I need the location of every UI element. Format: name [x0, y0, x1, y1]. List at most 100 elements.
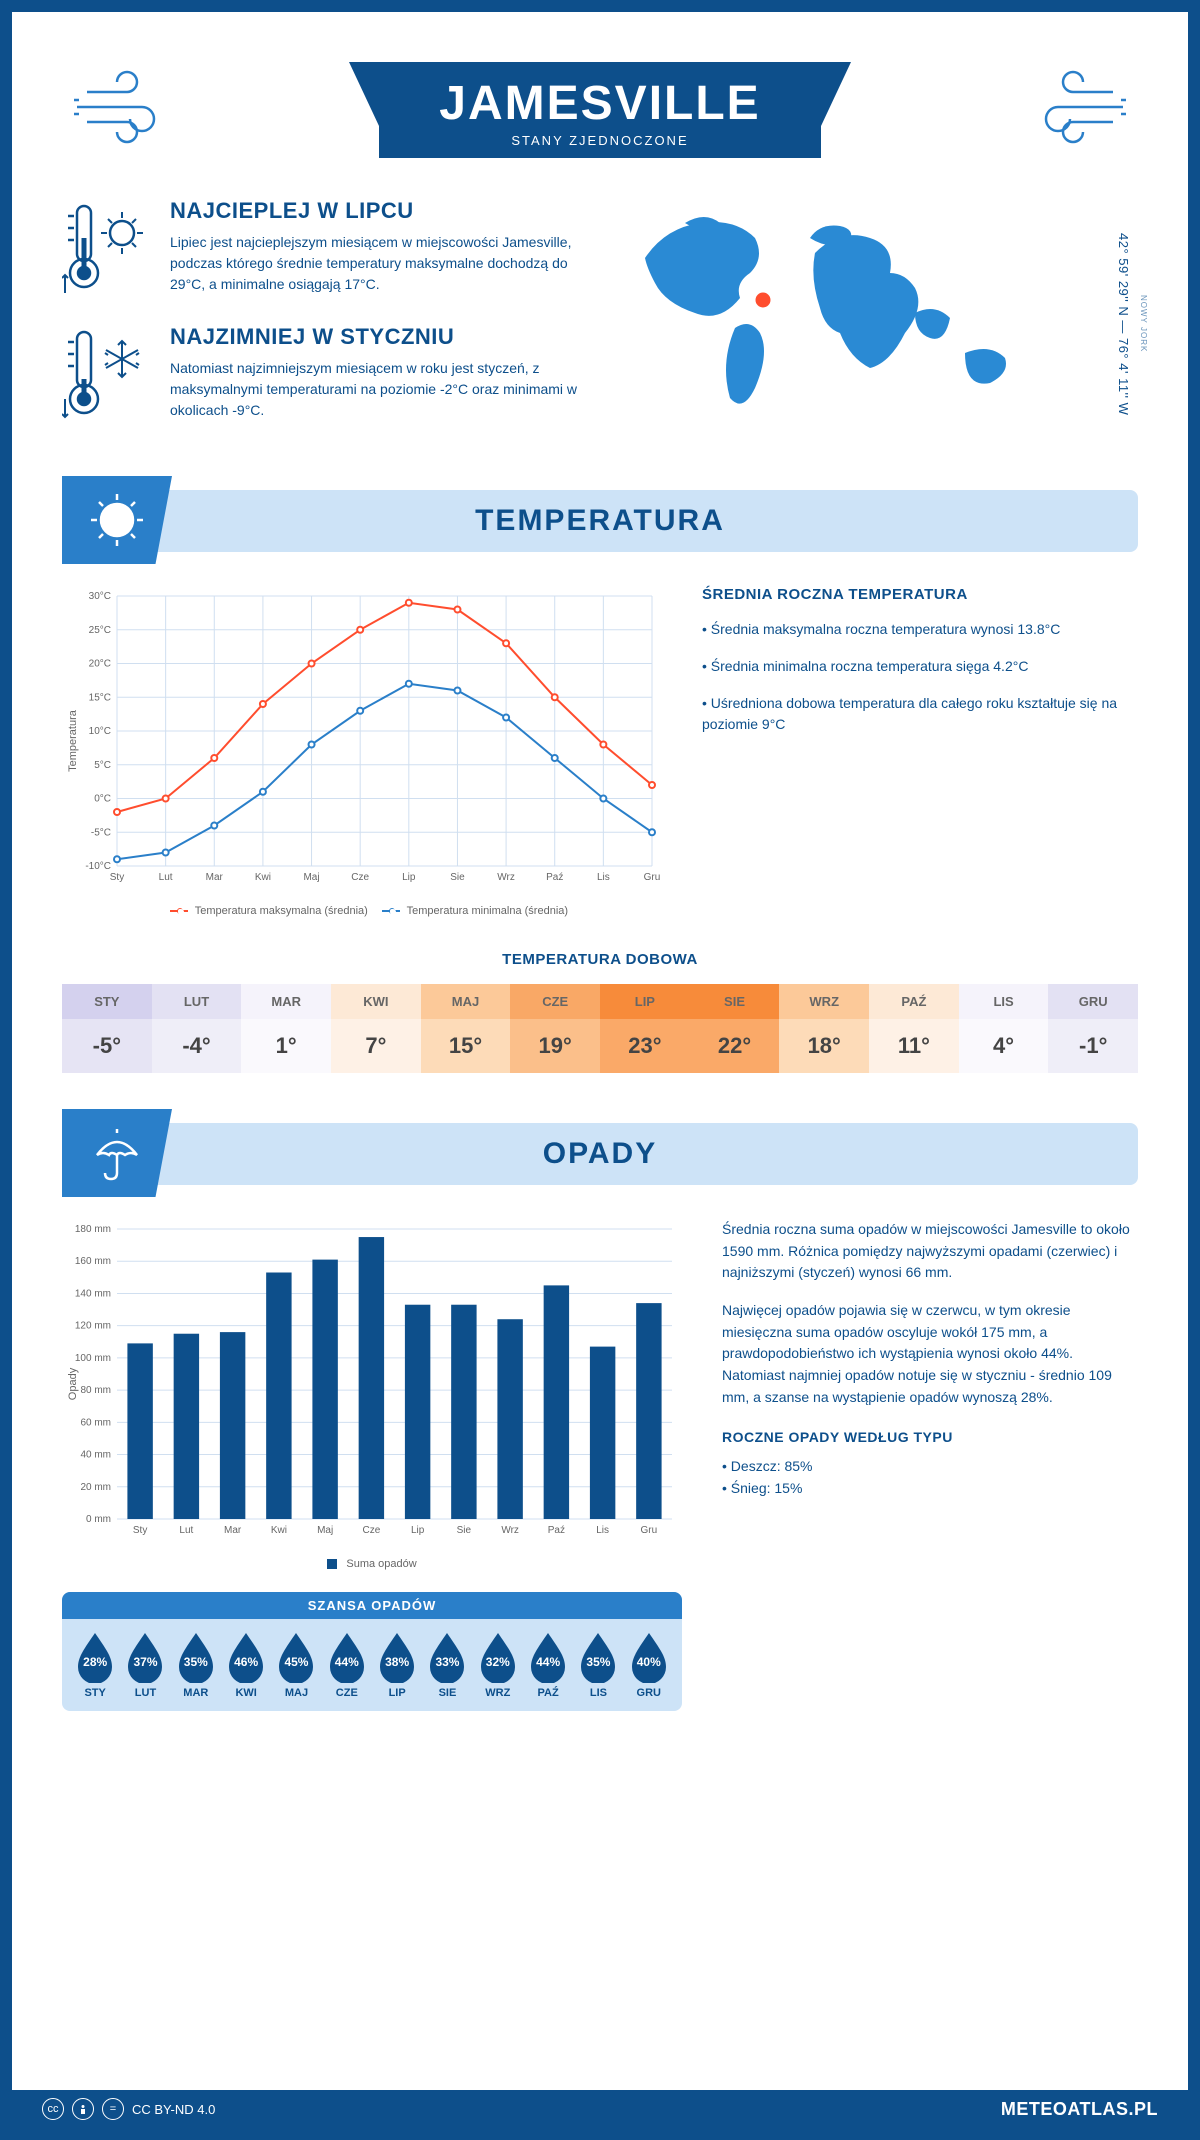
svg-text:180 mm: 180 mm: [75, 1224, 111, 1235]
coordinates: NOWY JORK 42° 59' 29'' N — 76° 4' 11'' W: [1116, 208, 1148, 440]
chance-drops: 28%STY37%LUT35%MAR46%KWI45%MAJ44%CZE38%L…: [62, 1619, 682, 1701]
thermometer-cold-icon: [62, 324, 152, 424]
svg-text:Lip: Lip: [411, 1525, 425, 1536]
footer-brand: METEOATLAS.PL: [1001, 2099, 1158, 2120]
chance-drop: 35%LIS: [573, 1631, 623, 1699]
fact-hottest: NAJCIEPLEJ W LIPCU Lipiec jest najcieple…: [62, 198, 585, 298]
footer: cc = CC BY-ND 4.0 METEOATLAS.PL: [12, 2090, 1188, 2128]
section-precip-title: OPADY: [62, 1137, 1138, 1171]
daily-temp-title: TEMPERATURA DOBOWA: [62, 951, 1138, 968]
svg-text:0°C: 0°C: [94, 794, 111, 805]
svg-text:5°C: 5°C: [94, 760, 111, 771]
daily-cell: MAJ15°: [421, 984, 511, 1073]
chance-drop: 28%STY: [70, 1631, 120, 1699]
svg-text:Kwi: Kwi: [255, 872, 271, 883]
daily-cell: KWI7°: [331, 984, 421, 1073]
fact-hot-title: NAJCIEPLEJ W LIPCU: [170, 198, 585, 224]
svg-text:Lip: Lip: [402, 872, 416, 883]
svg-text:Sty: Sty: [133, 1525, 147, 1536]
svg-text:Maj: Maj: [303, 872, 319, 883]
nd-icon: =: [102, 2098, 124, 2120]
svg-text:Lis: Lis: [596, 1525, 609, 1536]
svg-text:Gru: Gru: [641, 1525, 658, 1536]
daily-cell: LIS4°: [959, 984, 1049, 1073]
precip-type-snow: Śnieg: 15%: [722, 1478, 1138, 1500]
sun-icon: [62, 476, 172, 564]
chance-drop: 45%MAJ: [271, 1631, 321, 1699]
precip-p1: Średnia roczna suma opadów w miejscowośc…: [722, 1219, 1138, 1284]
country-subtitle: STANY ZJEDNOCZONE: [439, 133, 760, 148]
section-temperature-title: TEMPERATURA: [62, 504, 1138, 538]
title-banner: JAMESVILLE STANY ZJEDNOCZONE: [379, 62, 820, 158]
world-map: NOWY JORK 42° 59' 29'' N — 76° 4' 11'' W: [615, 198, 1138, 450]
svg-text:Temperatura: Temperatura: [67, 709, 79, 772]
precipitation-chart: 0 mm20 mm40 mm60 mm80 mm100 mm120 mm140 …: [62, 1219, 682, 1570]
svg-text:60 mm: 60 mm: [80, 1417, 111, 1428]
chance-title: SZANSA OPADÓW: [62, 1592, 682, 1619]
precip-p2: Najwięcej opadów pojawia się w czerwcu, …: [722, 1300, 1138, 1408]
region-label: NOWY JORK: [1139, 295, 1148, 352]
svg-text:Lis: Lis: [597, 872, 610, 883]
svg-text:-5°C: -5°C: [91, 827, 111, 838]
daily-cell: GRU-1°: [1048, 984, 1138, 1073]
svg-text:Opady: Opady: [67, 1367, 79, 1400]
daily-cell: MAR1°: [241, 984, 331, 1073]
svg-text:Mar: Mar: [224, 1525, 242, 1536]
svg-text:40 mm: 40 mm: [80, 1450, 111, 1461]
svg-text:Wrz: Wrz: [497, 872, 515, 883]
daily-cell: WRZ18°: [779, 984, 869, 1073]
precip-legend-label: Suma opadów: [346, 1558, 416, 1570]
precip-type-title: ROCZNE OPADY WEDŁUG TYPU: [722, 1427, 1138, 1449]
precip-type-rain: Deszcz: 85%: [722, 1456, 1138, 1478]
fact-cold-title: NAJZIMNIEJ W STYCZNIU: [170, 324, 585, 350]
precip-legend: Suma opadów: [62, 1558, 682, 1570]
svg-text:10°C: 10°C: [89, 726, 111, 737]
wind-icon: [1008, 62, 1128, 152]
fact-coldest: NAJZIMNIEJ W STYCZNIU Natomiast najzimni…: [62, 324, 585, 424]
temperature-legend: Temperatura maksymalna (średnia) Tempera…: [62, 905, 662, 917]
chance-drop: 32%WRZ: [473, 1631, 523, 1699]
daily-cell: STY-5°: [62, 984, 152, 1073]
section-precip-header: OPADY: [62, 1123, 1138, 1185]
svg-text:Lut: Lut: [159, 872, 173, 883]
daily-cell: LIP23°: [600, 984, 690, 1073]
svg-text:Cze: Cze: [351, 872, 369, 883]
svg-text:120 mm: 120 mm: [75, 1321, 111, 1332]
svg-text:100 mm: 100 mm: [75, 1353, 111, 1364]
svg-text:20°C: 20°C: [89, 659, 111, 670]
svg-text:Maj: Maj: [317, 1525, 333, 1536]
svg-text:Paź: Paź: [548, 1525, 565, 1536]
svg-text:Sie: Sie: [457, 1525, 472, 1536]
svg-text:30°C: 30°C: [89, 591, 111, 602]
chance-drop: 40%GRU: [624, 1631, 674, 1699]
svg-text:Lut: Lut: [179, 1525, 193, 1536]
license-label: CC BY-ND 4.0: [132, 2102, 215, 2117]
svg-text:Cze: Cze: [362, 1525, 380, 1536]
svg-text:160 mm: 160 mm: [75, 1256, 111, 1267]
svg-text:15°C: 15°C: [89, 692, 111, 703]
chance-drop: 35%MAR: [171, 1631, 221, 1699]
svg-text:Paź: Paź: [546, 872, 563, 883]
svg-text:140 mm: 140 mm: [75, 1288, 111, 1299]
svg-text:25°C: 25°C: [89, 625, 111, 636]
section-temperature-header: TEMPERATURA: [62, 490, 1138, 552]
temperature-chart: -10°C-5°C0°C5°C10°C15°C20°C25°C30°CStyLu…: [62, 586, 662, 917]
chance-drop: 37%LUT: [120, 1631, 170, 1699]
by-icon: [72, 2098, 94, 2120]
city-title: JAMESVILLE: [439, 76, 760, 131]
precipitation-summary: Średnia roczna suma opadów w miejscowośc…: [722, 1219, 1138, 1711]
svg-text:0 mm: 0 mm: [86, 1514, 111, 1525]
svg-text:-10°C: -10°C: [85, 861, 111, 872]
temp-b3: Uśredniona dobowa temperatura dla całego…: [702, 693, 1138, 735]
daily-cell: LUT-4°: [152, 984, 242, 1073]
wind-icon: [72, 62, 192, 152]
daily-cell: SIE22°: [690, 984, 780, 1073]
temperature-summary: ŚREDNIA ROCZNA TEMPERATURA Średnia maksy…: [702, 586, 1138, 917]
chance-drop: 44%CZE: [322, 1631, 372, 1699]
svg-text:Mar: Mar: [206, 872, 224, 883]
svg-text:Sie: Sie: [450, 872, 465, 883]
chance-drop: 38%LIP: [372, 1631, 422, 1699]
daily-cell: PAŹ11°: [869, 984, 959, 1073]
daily-cell: CZE19°: [510, 984, 600, 1073]
temp-b2: Średnia minimalna roczna temperatura się…: [702, 656, 1138, 677]
